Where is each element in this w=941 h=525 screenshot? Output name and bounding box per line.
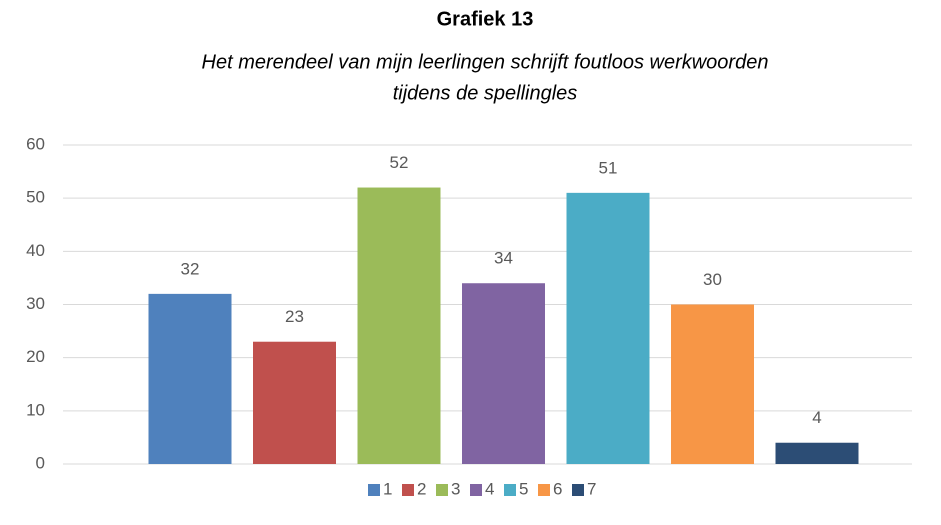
legend-swatch (572, 484, 584, 496)
legend-label: 1 (383, 479, 392, 498)
bar (671, 304, 754, 464)
data-label: 30 (703, 270, 722, 289)
data-label: 23 (285, 307, 304, 326)
y-tick-label: 30 (26, 294, 45, 313)
legend-label: 2 (417, 479, 426, 498)
y-tick-label: 0 (36, 453, 45, 472)
legend-swatch (402, 484, 414, 496)
legend-label: 6 (553, 479, 562, 498)
y-tick-label: 20 (26, 347, 45, 366)
y-tick-label: 60 (26, 134, 45, 153)
data-label: 32 (181, 259, 200, 278)
chart-subtitle: Het merendeel van mijn leerlingen schrij… (202, 51, 769, 73)
data-label: 4 (812, 408, 821, 427)
legend-swatch (368, 484, 380, 496)
legend-label: 4 (485, 479, 494, 498)
legend-label: 7 (587, 479, 596, 498)
y-tick-label: 50 (26, 188, 45, 207)
bar (462, 283, 545, 464)
chart-title: Grafiek 13 (437, 8, 534, 30)
data-label: 52 (390, 153, 409, 172)
legend-label: 3 (451, 479, 460, 498)
bar (253, 341, 336, 464)
legend-label: 5 (519, 479, 528, 498)
data-label: 51 (599, 158, 618, 177)
y-tick-label: 40 (26, 241, 45, 260)
legend-swatch (504, 484, 516, 496)
bar (566, 192, 650, 464)
bar (357, 187, 441, 465)
legend-swatch (470, 484, 482, 496)
chart-subtitle: tijdens de spellingles (393, 82, 578, 104)
data-label: 34 (494, 249, 513, 268)
bar (148, 293, 232, 464)
legend-swatch (436, 484, 448, 496)
y-tick-label: 10 (26, 400, 45, 419)
legend-swatch (538, 484, 550, 496)
bar (775, 442, 859, 464)
